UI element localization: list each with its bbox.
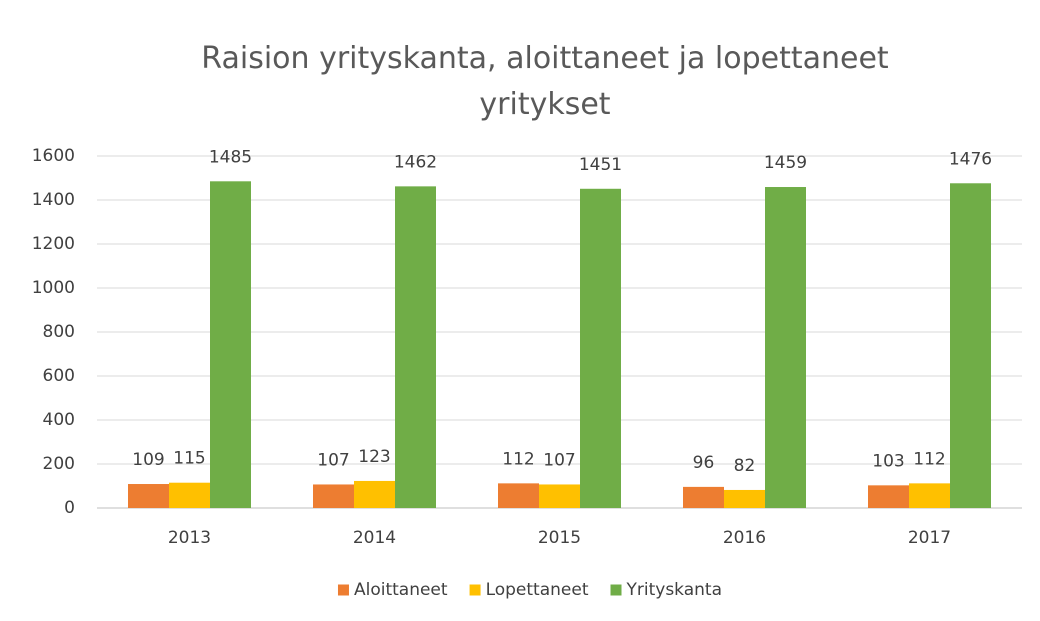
x-tick-label: 2017 bbox=[908, 528, 951, 548]
x-tick-label: 2014 bbox=[353, 528, 396, 548]
data-label: 1476 bbox=[949, 149, 992, 169]
bar bbox=[683, 486, 724, 508]
bar bbox=[868, 485, 909, 508]
data-label: 115 bbox=[173, 449, 205, 469]
data-label: 1451 bbox=[579, 155, 622, 175]
data-label: 112 bbox=[913, 449, 945, 469]
data-label: 123 bbox=[358, 447, 390, 467]
bar bbox=[580, 188, 621, 508]
data-label: 107 bbox=[317, 450, 349, 470]
data-label: 82 bbox=[734, 456, 756, 476]
legend-label: Lopettaneet bbox=[486, 580, 589, 600]
data-label: 1485 bbox=[209, 147, 252, 167]
data-label: 1459 bbox=[764, 153, 807, 173]
bar bbox=[724, 489, 765, 508]
data-label: 96 bbox=[693, 453, 715, 473]
data-label: 112 bbox=[502, 449, 534, 469]
x-tick-label: 2016 bbox=[723, 528, 766, 548]
legend-swatch bbox=[469, 584, 481, 596]
x-tick-label: 2015 bbox=[538, 528, 581, 548]
bar bbox=[950, 183, 991, 508]
bar bbox=[498, 483, 539, 508]
bar bbox=[539, 484, 580, 508]
y-tick-label: 1000 bbox=[32, 278, 75, 298]
legend-swatch bbox=[337, 584, 349, 596]
data-label: 1462 bbox=[394, 152, 437, 172]
bar bbox=[210, 181, 251, 509]
bar bbox=[909, 483, 950, 508]
x-tick-label: 2013 bbox=[168, 528, 211, 548]
y-tick-label: 800 bbox=[43, 322, 75, 342]
y-tick-label: 0 bbox=[64, 498, 75, 518]
bar bbox=[313, 484, 354, 508]
bar bbox=[354, 480, 395, 508]
bar bbox=[395, 186, 436, 509]
data-label: 103 bbox=[872, 451, 904, 471]
y-tick-label: 200 bbox=[43, 454, 75, 474]
y-tick-label: 1600 bbox=[32, 146, 75, 166]
y-tick-label: 400 bbox=[43, 410, 75, 430]
data-label: 109 bbox=[132, 450, 164, 470]
bar bbox=[169, 482, 210, 508]
y-tick-label: 1400 bbox=[32, 190, 75, 210]
legend-label: Aloittaneet bbox=[354, 580, 448, 600]
chart-title: Raision yrityskanta, aloittaneet ja lope… bbox=[201, 41, 889, 122]
bar bbox=[128, 484, 169, 508]
y-tick-label: 600 bbox=[43, 366, 75, 386]
bar bbox=[765, 187, 806, 508]
legend-swatch bbox=[610, 584, 622, 596]
legend-label: Yrityskanta bbox=[626, 580, 723, 600]
y-tick-label: 1200 bbox=[32, 234, 75, 254]
data-label: 107 bbox=[543, 450, 575, 470]
